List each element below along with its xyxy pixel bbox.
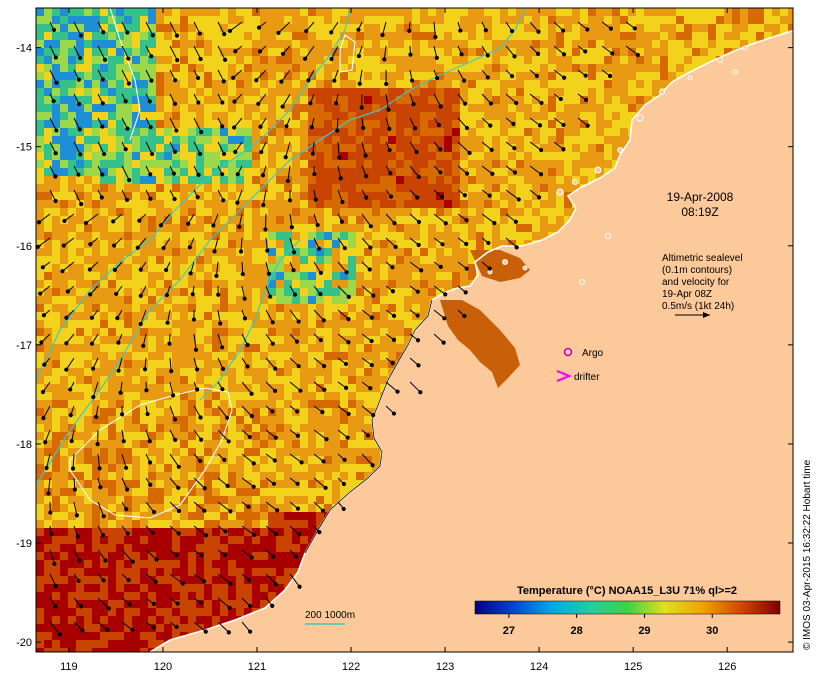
colorbar-ticks: 27 28 29 30 [503,614,718,637]
argo-label: Argo [582,348,604,359]
coastal-islands [487,45,748,285]
velocity-arrows [36,21,640,637]
longitude-axis: 119 120 121 122 123 124 125 126 [60,8,736,673]
colorbar-tick-label: 30 [706,625,718,637]
latitude-axis: -14 -15 -16 -17 -18 -19 -20 [16,43,793,649]
lon-tick-label: 119 [60,661,78,673]
lat-tick-label: -16 [16,241,32,253]
lat-tick-label: -18 [16,439,32,451]
lon-tick-label: 124 [530,661,548,673]
lon-tick-label: 121 [248,661,266,673]
bathymetry-label: 200 1000m [305,610,355,621]
lon-tick-label: 122 [342,661,360,673]
argo-marker-icon [563,347,573,357]
coastline-shadow [304,299,433,554]
sst-field [36,8,793,652]
lon-tick-label: 123 [436,661,454,673]
lat-tick-label: -17 [16,340,32,352]
lat-tick-label: -14 [16,43,32,55]
lon-tick-label: 126 [718,661,736,673]
lat-tick-label: -19 [16,538,32,550]
lon-tick-label: 120 [154,661,172,673]
colorbar [474,600,781,615]
colorbar-title: Temperature (°C) NOAA15_L3U 71% ql>=2 [517,585,737,597]
colorbar-tick-label: 27 [503,625,515,637]
date-stamp: 19-Apr-2008 [667,190,734,204]
bathymetry-contours [36,8,526,486]
estuary-inner [470,250,530,282]
altimetry-info: Altimetric sealevel (0.1m contours) and … [662,253,743,318]
drifter-marker-icon [556,369,572,383]
lon-tick-label: 125 [624,661,642,673]
lat-tick-label: -15 [16,142,32,154]
plot-frame [35,7,794,653]
colorbar-tick-label: 29 [638,625,650,637]
credit-text: © IMOS 03-Apr-2015 16:32:22 Hobart time [802,459,813,650]
sealevel-contours [69,8,356,519]
lat-tick-label: -20 [16,637,32,649]
drifter-label: drifter [574,372,600,383]
king-sound [440,300,520,388]
time-stamp: 08:19Z [681,205,718,219]
colorbar-tick-label: 28 [571,625,583,637]
